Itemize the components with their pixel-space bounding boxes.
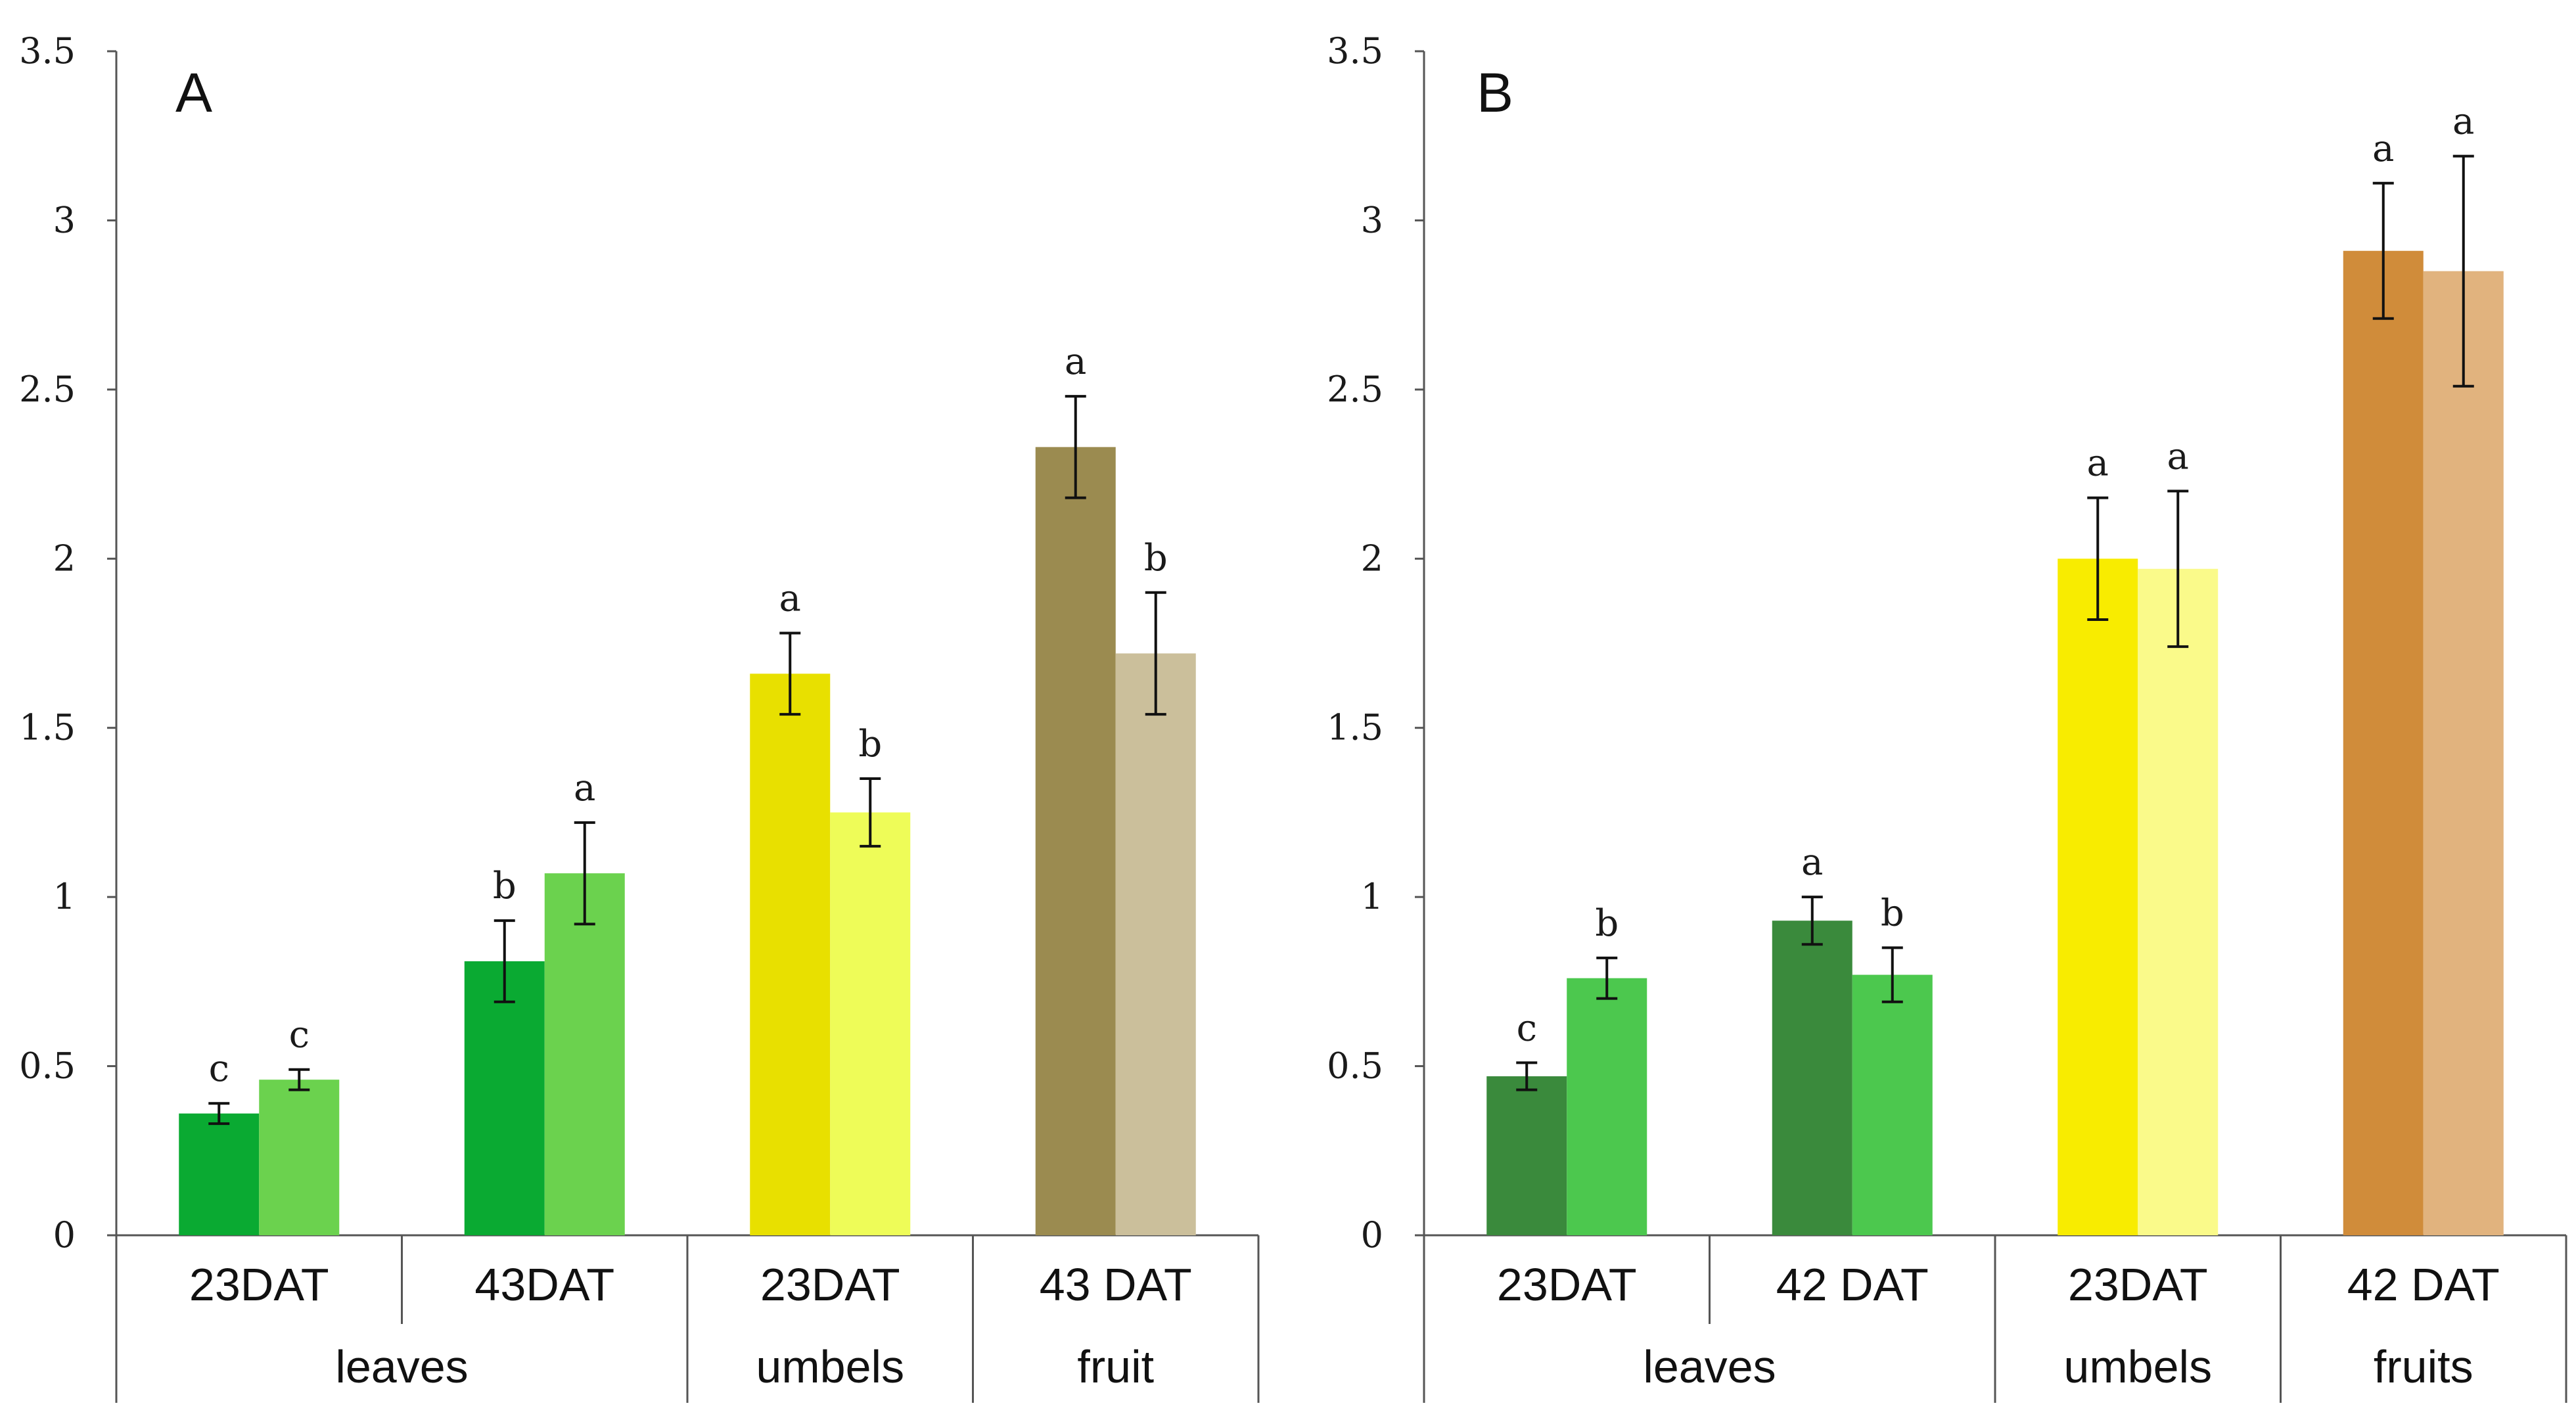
significance-letter: a	[2087, 442, 2109, 485]
significance-letter: b	[1595, 902, 1619, 945]
category-label: 23DAT	[1497, 1259, 1637, 1310]
bar	[830, 812, 911, 1235]
significance-letter: a	[574, 767, 595, 810]
group-label: umbels	[2063, 1341, 2212, 1392]
category-label: 23DAT	[760, 1259, 900, 1310]
panel-label: B	[1477, 62, 1513, 124]
significance-letter: c	[209, 1047, 229, 1090]
group-label: umbels	[756, 1341, 904, 1392]
group-label: fruit	[1077, 1341, 1154, 1392]
significance-letter: a	[779, 578, 801, 620]
panel-label: A	[175, 62, 212, 124]
y-tick-label: 1.5	[1327, 707, 1383, 748]
significance-letter: b	[1881, 892, 1904, 934]
category-label: 42 DAT	[1776, 1259, 1929, 1310]
significance-letter: a	[2452, 101, 2474, 143]
bar	[2423, 271, 2504, 1236]
y-tick-label: 3	[1361, 199, 1383, 240]
bar	[1035, 447, 1116, 1236]
significance-letter: b	[1144, 537, 1168, 580]
significance-letter: a	[2372, 127, 2394, 170]
panel-a: A 0 0.5 1 1.5 2 2.5 3 3.5 c c b a a b a b 23DAT 43DAT 23DAT…	[19, 30, 1260, 1403]
significance-letter: c	[289, 1014, 310, 1057]
y-tick-label: 3	[53, 199, 76, 240]
group-label: fruits	[2374, 1341, 2473, 1392]
y-tick-label: 2	[1361, 537, 1383, 579]
y-tick-label: 2.5	[19, 369, 76, 410]
y-tick-label: 0	[1361, 1214, 1383, 1256]
bar	[1567, 978, 1647, 1235]
y-tick-label: 3.5	[1327, 30, 1383, 72]
category-label: 43DAT	[474, 1259, 614, 1310]
y-tick-label: 0	[53, 1214, 76, 1256]
bar	[1486, 1076, 1567, 1235]
y-tick-label: 0.5	[1327, 1045, 1383, 1087]
group-label: leaves	[1643, 1341, 1776, 1392]
significance-letter: b	[858, 723, 882, 765]
bar	[2138, 568, 2219, 1235]
significance-letter: a	[1801, 841, 1823, 884]
y-tick-label: 1	[53, 876, 76, 917]
significance-letter: b	[493, 865, 517, 907]
bar	[1772, 921, 1852, 1235]
category-label: 23DAT	[2068, 1259, 2208, 1310]
group-label: leaves	[335, 1341, 468, 1392]
y-tick-label: 0.5	[19, 1045, 76, 1087]
bar	[1115, 653, 1196, 1235]
y-tick-label: 2.5	[1327, 369, 1383, 410]
bar	[750, 673, 831, 1235]
bar	[2058, 559, 2138, 1236]
bar	[2343, 250, 2424, 1235]
y-tick-label: 1.5	[19, 707, 76, 748]
bar	[544, 873, 625, 1235]
category-label: 43 DAT	[1040, 1259, 1192, 1310]
bar	[464, 961, 545, 1235]
significance-letter: a	[1065, 340, 1086, 383]
significance-letter: a	[2167, 435, 2189, 478]
bar	[259, 1080, 340, 1235]
category-label: 23DAT	[189, 1259, 329, 1310]
significance-letter: c	[1517, 1007, 1537, 1049]
panel-b: B 0 0.5 1 1.5 2 2.5 3 3.5 c b a b a a a a 23DAT 42 DAT 23DA…	[1327, 30, 2567, 1403]
y-tick-label: 1	[1361, 876, 1383, 917]
bar	[179, 1113, 260, 1235]
y-tick-label: 3.5	[19, 30, 76, 72]
y-tick-label: 2	[53, 537, 76, 579]
bar	[1852, 974, 1933, 1235]
category-label: 42 DAT	[2347, 1259, 2500, 1310]
